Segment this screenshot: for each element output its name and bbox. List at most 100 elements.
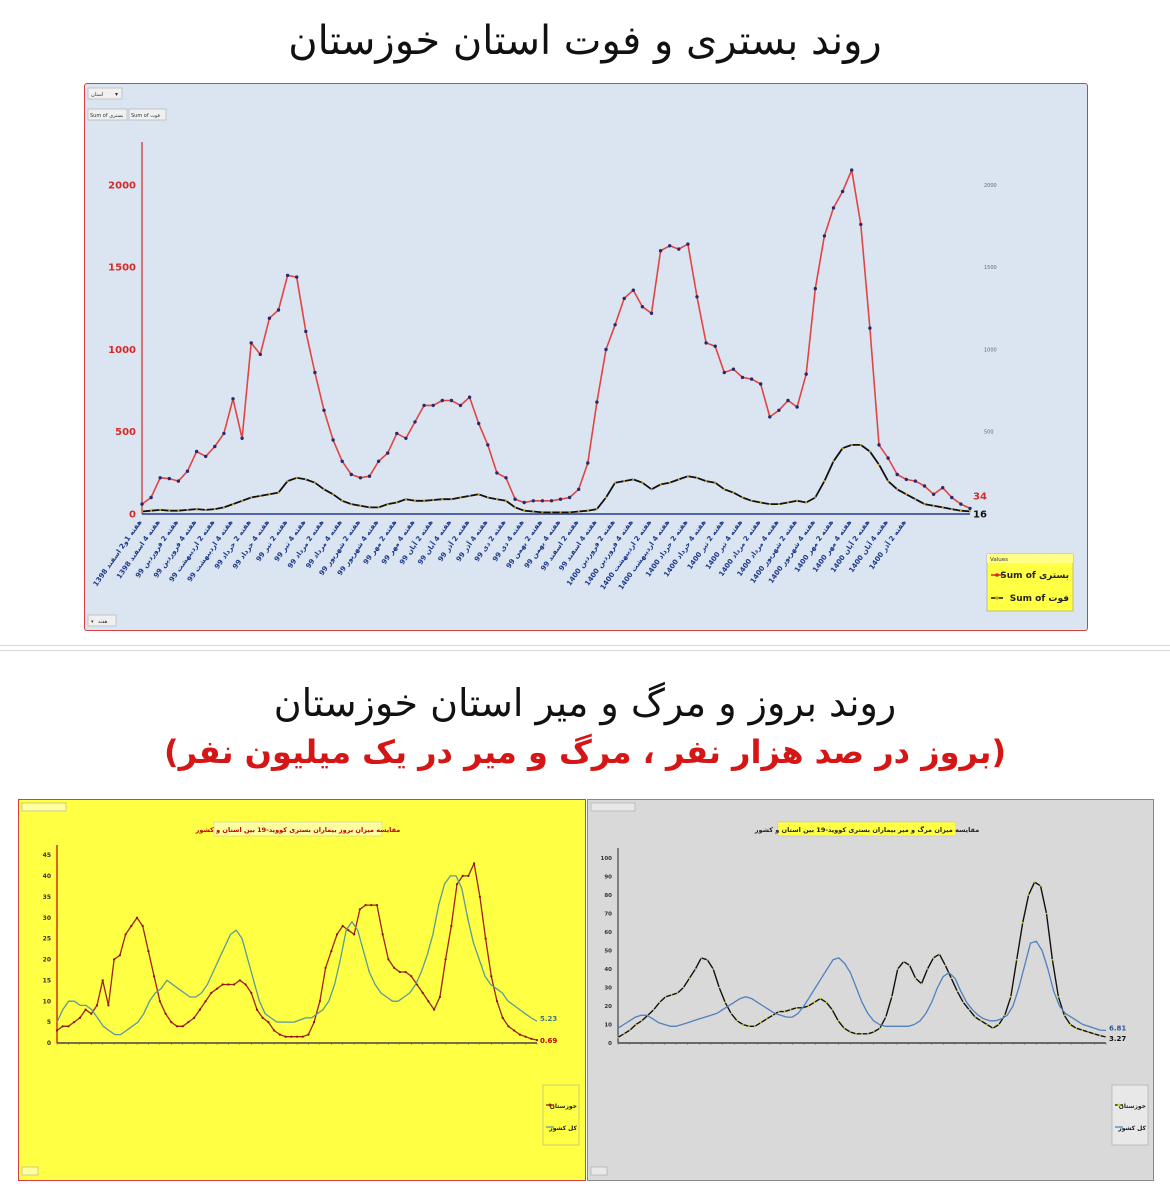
data-point	[541, 511, 544, 514]
data-point	[650, 488, 653, 491]
data-point	[686, 475, 689, 478]
y-tick-label: 0	[47, 1040, 51, 1047]
data-point	[331, 438, 335, 442]
data-point	[523, 509, 526, 512]
data-point	[404, 436, 408, 440]
data-point	[118, 954, 121, 957]
end-value-label: 5.23	[540, 1015, 557, 1023]
data-point	[1057, 996, 1060, 998]
mortality-week-button[interactable]	[590, 1166, 608, 1176]
data-point	[198, 1008, 201, 1011]
data-point	[676, 992, 679, 994]
series-line	[617, 940, 1107, 1032]
bottom-panel: روند بروز و مرگ و میر استان خوزستان (برو…	[0, 650, 1170, 1186]
data-point	[700, 957, 703, 959]
data-point	[658, 249, 663, 253]
data-point	[414, 499, 416, 502]
data-point	[902, 960, 905, 963]
data-point	[622, 296, 626, 301]
data-point	[495, 471, 499, 475]
filter-icon: ▾	[115, 91, 118, 98]
data-point	[840, 189, 845, 194]
incidence-legend: خوزستان کل کشور	[542, 1084, 580, 1146]
incidence-week-button[interactable]	[21, 1166, 39, 1176]
field-button-hosp[interactable]: Sum of بستری	[87, 108, 128, 121]
data-point	[730, 1012, 732, 1015]
data-point	[377, 506, 380, 509]
y-tick-label: 35	[43, 894, 51, 901]
filter-button[interactable]: استان ▾	[87, 87, 123, 100]
incidence-filter-button[interactable]	[21, 802, 67, 812]
data-point	[712, 968, 714, 970]
data-point	[974, 1016, 976, 1018]
data-point	[1081, 1029, 1083, 1031]
y-tick-label: 500	[115, 427, 136, 438]
data-point	[641, 1020, 643, 1022]
data-point	[1004, 1014, 1006, 1017]
data-point	[558, 497, 563, 501]
data-point	[413, 420, 417, 424]
end-value-label: 16	[973, 509, 987, 520]
data-point	[704, 341, 708, 345]
data-point	[518, 1033, 521, 1036]
data-point	[186, 508, 189, 511]
week-button[interactable]: ▾ هفته	[87, 614, 117, 627]
data-point	[158, 476, 162, 480]
data-point	[395, 501, 398, 504]
data-point	[524, 1035, 527, 1038]
data-point	[804, 372, 808, 376]
data-point	[84, 1008, 87, 1011]
y-tick-label: 100	[601, 856, 613, 862]
data-point	[825, 1001, 828, 1004]
data-point	[950, 508, 953, 511]
top-title: روند بستری و فوت استان خوزستان	[288, 18, 882, 64]
data-point	[278, 1033, 281, 1036]
data-point	[386, 451, 390, 455]
mortality-filter-button[interactable]	[590, 802, 636, 812]
data-point	[341, 924, 344, 928]
data-point	[629, 1029, 631, 1031]
incidence-title: مقایسه میزان بروز بیماران بستری کووید-19…	[195, 826, 401, 834]
data-point	[595, 508, 598, 511]
data-point	[731, 367, 736, 371]
data-point	[185, 469, 190, 473]
data-point	[696, 476, 698, 479]
data-point	[204, 508, 207, 511]
data-point	[577, 487, 581, 491]
data-point	[796, 499, 799, 502]
filter-button-label: استان	[91, 92, 103, 98]
data-point	[670, 994, 673, 996]
data-point	[617, 1036, 619, 1039]
data-point	[795, 1007, 798, 1009]
data-point	[568, 511, 571, 514]
data-point	[814, 496, 817, 499]
data-point	[777, 408, 781, 412]
data-point	[141, 510, 143, 513]
data-point	[158, 1000, 161, 1003]
data-point	[395, 431, 399, 436]
data-point	[341, 499, 344, 502]
data-point	[358, 476, 363, 480]
data-point	[313, 370, 317, 375]
y-tick-label: 40	[604, 967, 612, 973]
data-point	[473, 862, 476, 865]
data-point	[855, 1033, 857, 1035]
data-point	[913, 479, 918, 483]
data-point	[478, 895, 481, 898]
data-point	[664, 996, 667, 998]
y-tick-label: 60	[604, 930, 612, 936]
data-point	[244, 983, 247, 986]
data-point	[113, 958, 116, 961]
data-point	[332, 493, 335, 496]
data-point	[740, 375, 745, 380]
data-point	[486, 496, 489, 499]
data-point	[635, 1023, 637, 1026]
data-point	[713, 344, 717, 348]
data-point	[450, 498, 453, 501]
data-point	[176, 479, 181, 483]
data-point	[586, 509, 589, 512]
data-point	[461, 874, 464, 877]
mortality-legend-province: خوزستان	[1119, 1103, 1146, 1110]
field-button-death[interactable]: Sum of فوت	[128, 108, 167, 121]
data-point	[364, 904, 367, 907]
